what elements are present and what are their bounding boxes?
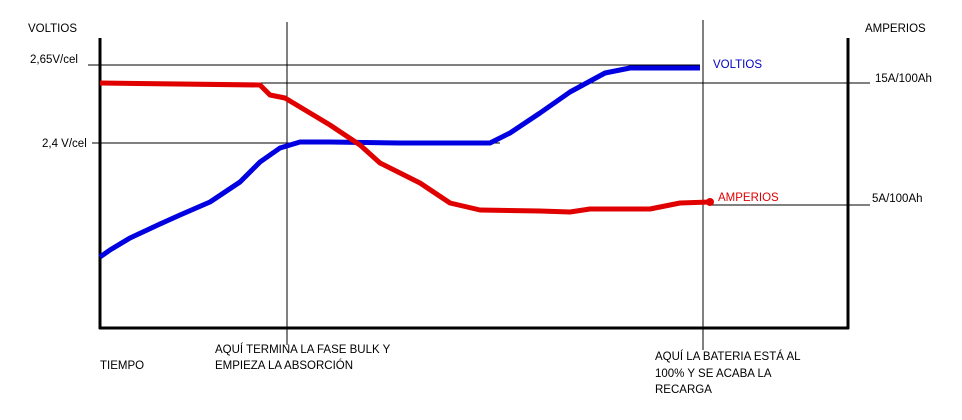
level-label: 2,4 V/cel — [42, 138, 87, 150]
note: EMPIEZA LA ABSORCIÓN — [215, 359, 353, 372]
level-label: 5A/100Ah — [872, 193, 923, 205]
axis-title: VOLTIOS — [28, 23, 77, 35]
note: 100% Y SE ACABA LA — [655, 368, 772, 380]
axis-title: AMPERIOS — [865, 23, 926, 35]
note: AQUÍ LA BATERIA ESTÁ AL — [655, 350, 801, 363]
curve-end — [706, 198, 714, 206]
level-label: 2,65V/cel — [30, 54, 78, 66]
curve-label: VOLTIOS — [713, 59, 762, 71]
note: AQUÍ TERMINA LA FASE BULK Y — [215, 343, 391, 356]
note: RECARGA — [655, 384, 712, 396]
curve-label: AMPERIOS — [718, 192, 779, 204]
level-label: 15A/100Ah — [875, 73, 932, 85]
axis-title: TIEMPO — [100, 360, 144, 372]
current-curve — [99, 80, 711, 215]
axes — [98, 38, 850, 330]
voltage-curve — [98, 65, 700, 260]
